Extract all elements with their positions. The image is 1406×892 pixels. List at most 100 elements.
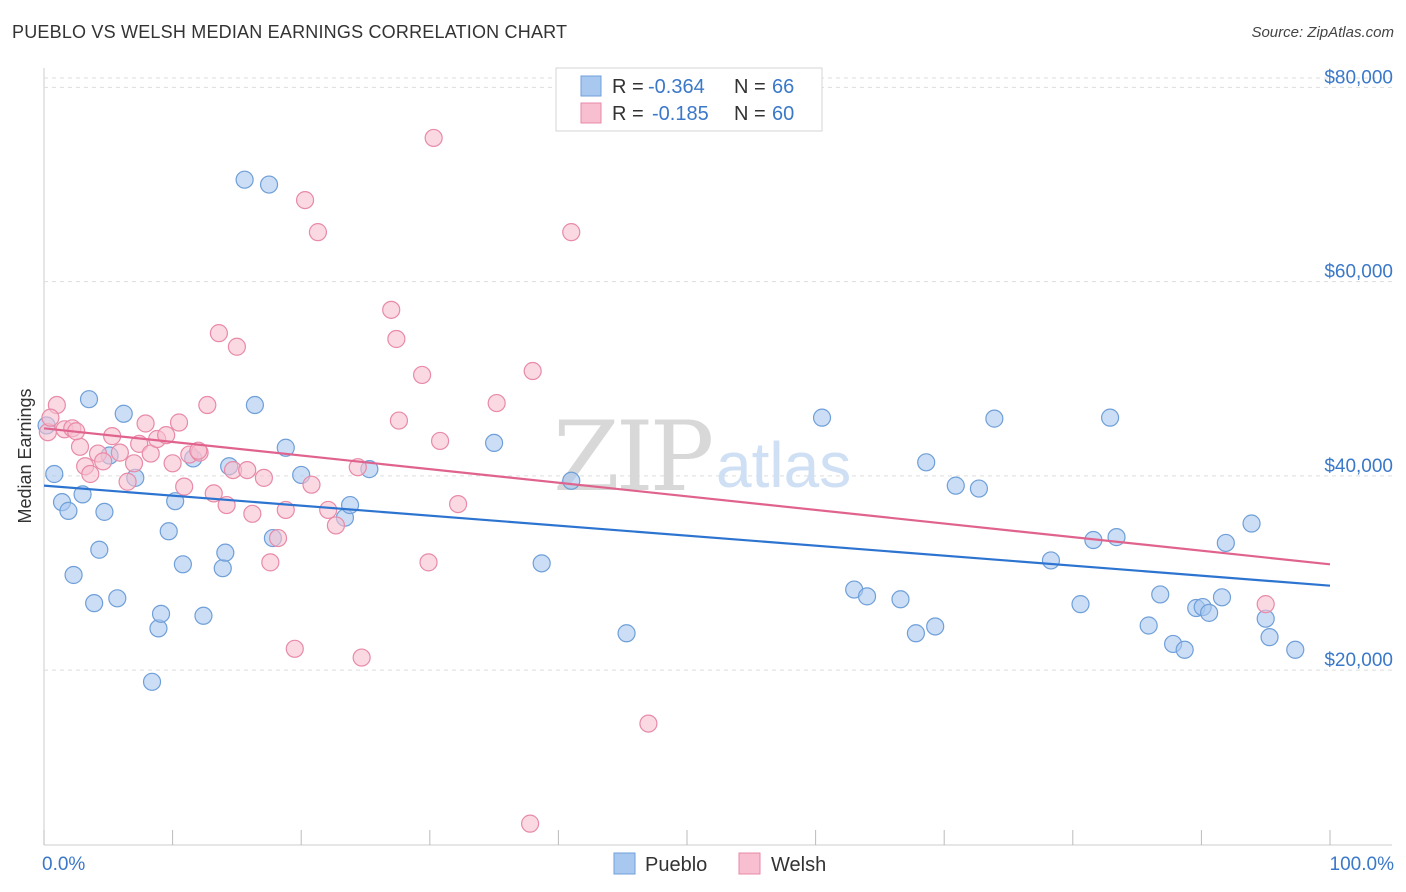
point-welsh (238, 460, 257, 480)
point-pueblo (1260, 628, 1279, 647)
series-legend: Pueblo Welsh (613, 852, 826, 876)
point-pueblo (857, 587, 877, 606)
point-welsh (157, 426, 176, 445)
point-pueblo (59, 501, 78, 520)
point-welsh (319, 500, 338, 520)
point-pueblo (1286, 640, 1305, 659)
chart-title: PUEBLO VS WELSH MEDIAN EARNINGS CORRELAT… (12, 22, 568, 42)
point-welsh (295, 190, 315, 210)
point-welsh (163, 454, 182, 473)
point-pueblo (946, 476, 965, 495)
point-welsh (118, 472, 137, 491)
y-tick-label: $80,000 (1324, 67, 1393, 88)
point-welsh (639, 714, 658, 733)
point-welsh (387, 329, 406, 349)
point-pueblo (79, 390, 99, 409)
point-welsh (268, 528, 288, 548)
point-welsh (521, 814, 540, 833)
point-pueblo (532, 554, 551, 573)
trend-line-welsh (43, 427, 1331, 566)
point-welsh (523, 361, 542, 381)
point-welsh (389, 411, 409, 430)
legend-r-value-welsh: -0.185 (652, 103, 709, 125)
point-pueblo (926, 617, 945, 636)
point-welsh (1256, 595, 1275, 614)
point-pueblo (1041, 551, 1061, 570)
point-welsh (81, 464, 100, 484)
point-pueblo (1071, 595, 1090, 614)
stats-legend: R = -0.364 N = 66 R = -0.185 N = 60 (555, 67, 823, 132)
source-label: Source: ZipAtlas.com (1251, 24, 1394, 41)
point-pueblo (485, 433, 504, 453)
point-welsh (285, 639, 304, 658)
point-welsh (209, 324, 228, 343)
point-welsh (412, 365, 432, 385)
point-welsh (382, 300, 401, 319)
point-pueblo (142, 672, 162, 691)
point-pueblo (216, 543, 235, 562)
point-pueblo (245, 395, 265, 415)
point-welsh (424, 128, 443, 148)
point-welsh (227, 337, 246, 356)
legend-swatch-pueblo (580, 75, 602, 97)
point-pueblo (194, 606, 213, 625)
watermark-atlas: atlas (716, 429, 851, 501)
point-pueblo (1151, 585, 1170, 604)
legend-r-label-pueblo: R = (612, 76, 644, 98)
point-pueblo (906, 624, 926, 643)
point-pueblo (259, 175, 279, 194)
point-pueblo (1216, 533, 1235, 553)
point-pueblo (1139, 616, 1158, 635)
watermark-zip: ZIP (553, 401, 712, 513)
legend-swatch-welsh (580, 102, 602, 124)
point-welsh (308, 223, 328, 242)
trend-line-pueblo (43, 484, 1331, 587)
point-welsh (430, 431, 450, 451)
point-welsh (136, 414, 155, 433)
point-welsh (110, 443, 129, 462)
point-welsh (487, 393, 506, 413)
y-tick-label: $20,000 (1324, 650, 1393, 671)
y-axis-label: Median Earnings (15, 388, 35, 523)
point-welsh (198, 395, 217, 415)
series-legend-swatch-welsh (738, 852, 761, 875)
point-pueblo (917, 453, 936, 472)
point-pueblo (159, 522, 178, 541)
point-welsh (41, 408, 60, 427)
point-pueblo (985, 409, 1004, 428)
point-welsh (352, 648, 371, 667)
point-pueblo (1100, 408, 1120, 427)
point-pueblo (1200, 603, 1219, 622)
y-tick-label: $60,000 (1324, 262, 1393, 283)
point-welsh (562, 223, 581, 242)
point-pueblo (114, 404, 133, 423)
point-welsh (94, 452, 113, 471)
point-pueblo (151, 604, 171, 623)
x-tick-label-min: 0.0% (42, 854, 85, 875)
point-pueblo (1242, 514, 1261, 533)
series-legend-label-pueblo: Pueblo (645, 854, 707, 876)
x-ticks (43, 830, 1331, 845)
point-pueblo (1175, 640, 1194, 659)
legend-n-label-pueblo: N = (734, 76, 766, 98)
x-tick-label-max: 100.0% (1330, 854, 1395, 875)
point-pueblo (276, 438, 295, 457)
point-pueblo (969, 479, 989, 498)
point-pueblo (95, 502, 114, 521)
y-tick-labels: $20,000 $40,000 $60,000 $80,000 (1324, 67, 1393, 671)
point-welsh (419, 553, 438, 572)
point-welsh (169, 413, 189, 432)
point-pueblo (562, 471, 581, 490)
point-pueblo (108, 589, 127, 608)
series-legend-swatch-pueblo (613, 852, 636, 875)
legend-n-value-welsh: 60 (772, 103, 794, 125)
point-pueblo (173, 555, 192, 574)
gridlines (44, 77, 1392, 671)
point-pueblo (73, 485, 92, 504)
point-pueblo (891, 590, 910, 609)
point-pueblo (85, 594, 104, 613)
point-pueblo (45, 464, 64, 484)
point-welsh (175, 477, 194, 496)
data-points (37, 128, 1305, 833)
point-pueblo (235, 170, 254, 189)
